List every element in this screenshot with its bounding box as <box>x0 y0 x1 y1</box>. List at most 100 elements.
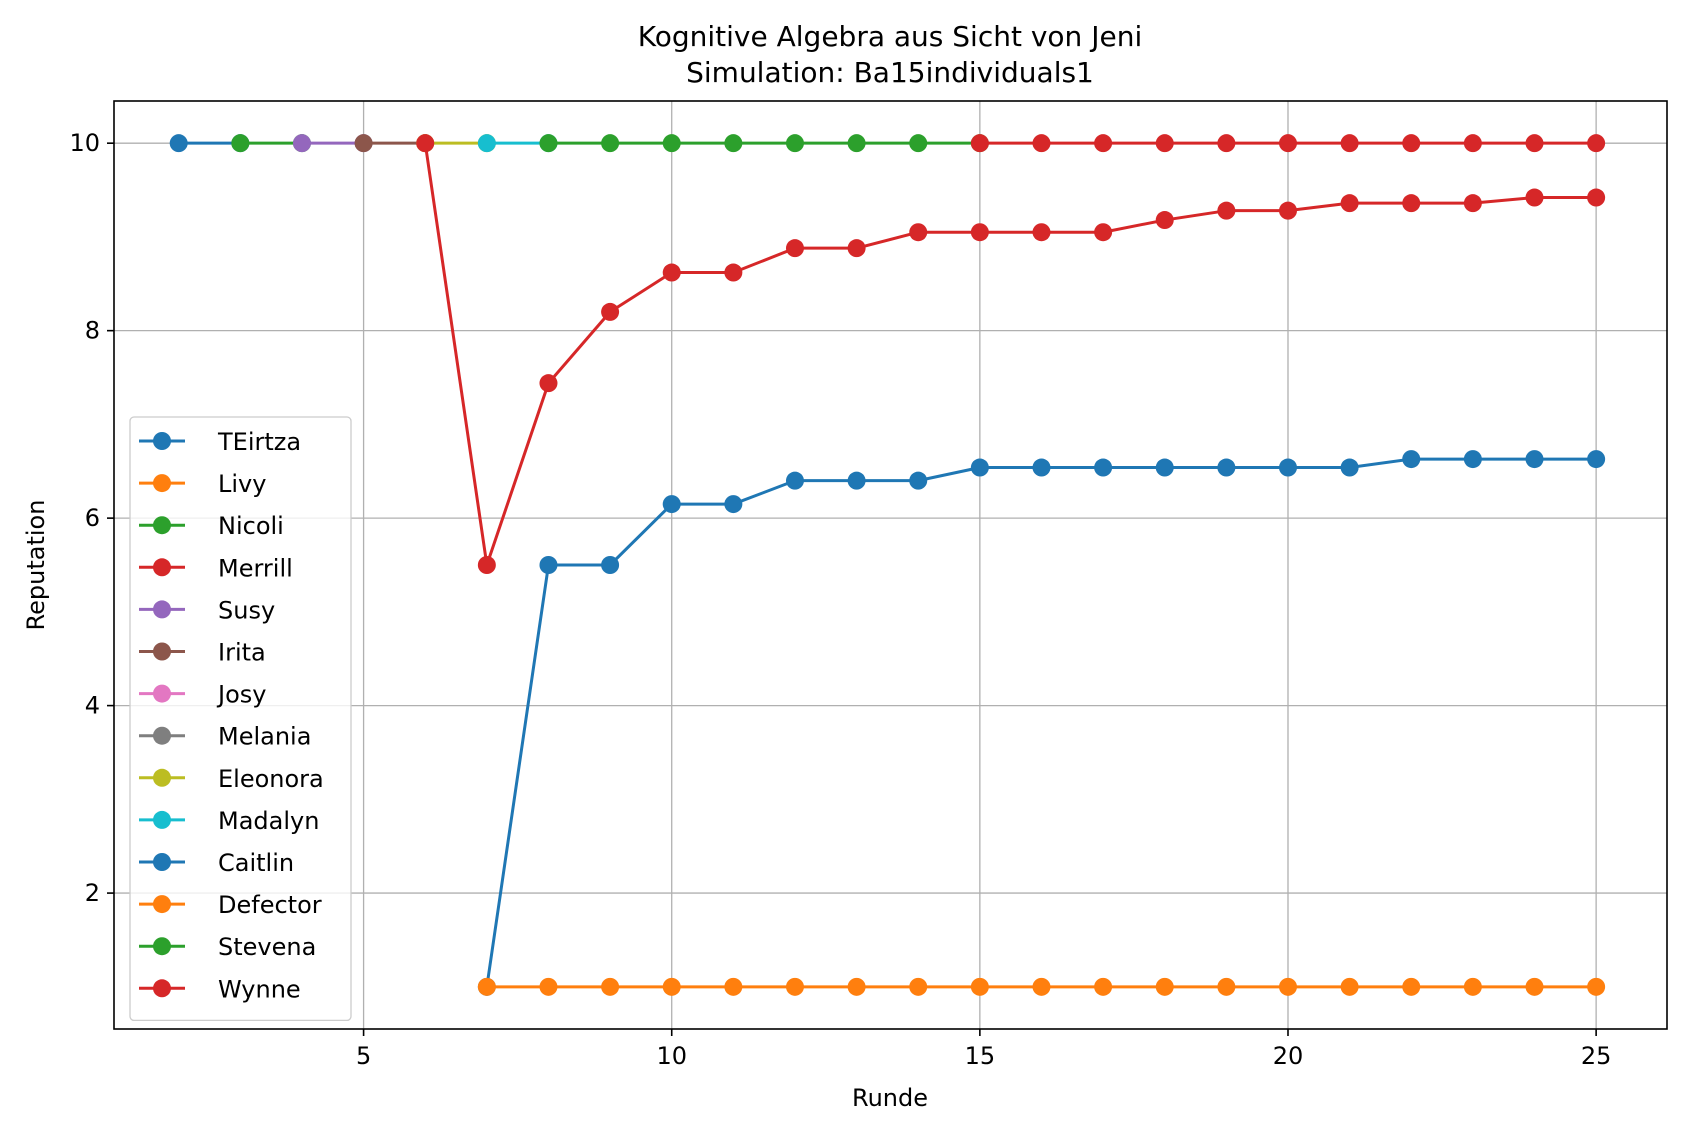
series-stevena <box>539 134 989 153</box>
data-point <box>1587 188 1606 207</box>
data-point <box>1032 134 1051 153</box>
legend-item: Caitlin <box>139 849 294 877</box>
data-point <box>1525 134 1544 153</box>
data-point <box>477 977 496 996</box>
data-point <box>909 223 928 242</box>
legend-item: Merrill <box>139 554 293 582</box>
y-tick-label: 4 <box>85 692 100 720</box>
data-point <box>1217 458 1236 477</box>
x-tick-label: 10 <box>656 1042 687 1070</box>
legend-marker <box>153 895 171 914</box>
y-tick-label: 6 <box>85 504 100 532</box>
legend-marker <box>153 642 171 661</box>
data-point <box>539 134 558 153</box>
data-point <box>1340 134 1359 153</box>
data-point <box>785 977 804 996</box>
data-point <box>1463 977 1482 996</box>
data-point <box>662 977 681 996</box>
series-wynne <box>416 134 1606 574</box>
data-point <box>1525 450 1544 469</box>
legend-label: Livy <box>218 470 266 498</box>
data-point <box>1094 977 1113 996</box>
data-point <box>1587 450 1606 469</box>
legend-label: Caitlin <box>218 849 294 877</box>
data-point <box>785 239 804 258</box>
data-point <box>847 239 866 258</box>
x-tick-label: 25 <box>1581 1042 1612 1070</box>
data-point <box>1217 201 1236 220</box>
legend-marker <box>153 558 171 577</box>
legend-marker <box>153 600 171 619</box>
legend-marker <box>153 853 171 871</box>
data-point <box>1278 134 1297 153</box>
legend-item: Livy <box>139 470 266 498</box>
plot-frame <box>113 100 1668 1030</box>
data-point <box>847 471 866 490</box>
legend-label: Nicoli <box>218 512 284 540</box>
data-point <box>724 134 743 153</box>
legend-marker <box>153 726 171 745</box>
legend-label: Susy <box>218 596 275 624</box>
data-point <box>1217 977 1236 996</box>
data-point <box>847 134 866 153</box>
data-point <box>1155 458 1174 477</box>
data-point <box>1032 223 1051 242</box>
x-tick-label: 20 <box>1273 1042 1304 1070</box>
legend-item: Eleonora <box>139 765 324 793</box>
legend-marker <box>153 768 171 787</box>
legend-label: Merrill <box>218 554 293 582</box>
legend-label: Eleonora <box>218 765 324 793</box>
x-tick-label: 15 <box>965 1042 996 1070</box>
series-wynne-top <box>970 134 1606 153</box>
legend-label: Madalyn <box>218 807 319 835</box>
legend-box <box>129 416 352 1022</box>
data-point <box>601 556 620 574</box>
series-line <box>485 457 1597 988</box>
data-point <box>970 134 989 153</box>
data-point <box>1587 977 1606 996</box>
legend-item: Defector <box>139 891 322 919</box>
data-point <box>477 556 496 574</box>
data-point <box>1278 458 1297 477</box>
legend-marker <box>153 516 171 535</box>
data-point <box>1278 977 1297 996</box>
data-point <box>1402 134 1421 153</box>
data-point <box>909 977 928 996</box>
chart-title: Kognitive Algebra aus Sicht von Jeni <box>638 20 1142 53</box>
data-point <box>1032 977 1051 996</box>
legend-item: Madalyn <box>139 807 319 835</box>
data-point <box>1340 194 1359 213</box>
data-point <box>292 134 311 153</box>
series-line <box>423 142 1597 567</box>
data-point <box>231 134 250 153</box>
data-point <box>1094 223 1113 242</box>
data-point <box>847 977 866 996</box>
data-point <box>1032 458 1051 477</box>
legend-label: Defector <box>218 891 322 919</box>
data-point <box>169 134 188 153</box>
legend-marker <box>153 937 171 956</box>
data-point <box>1094 134 1113 153</box>
data-point <box>724 977 743 996</box>
legend-label: Melania <box>218 723 311 751</box>
data-point <box>970 223 989 242</box>
data-point <box>662 134 681 153</box>
data-point <box>1217 134 1236 153</box>
series-layer <box>169 134 1606 996</box>
data-point <box>1525 188 1544 207</box>
series-defector <box>477 977 1606 996</box>
data-point <box>970 977 989 996</box>
legend-marker <box>153 684 171 703</box>
legend-label: TEirtza <box>217 428 301 456</box>
legend-item: TEirtza <box>139 428 301 456</box>
data-point <box>1155 977 1174 996</box>
data-point <box>1525 977 1544 996</box>
legend-marker <box>153 979 171 998</box>
y-tick-label: 2 <box>85 879 100 907</box>
data-point <box>1463 194 1482 213</box>
data-point <box>909 134 928 153</box>
data-point <box>662 495 681 514</box>
legend-label: Wynne <box>218 975 301 1003</box>
legend-item: Josy <box>139 681 266 709</box>
